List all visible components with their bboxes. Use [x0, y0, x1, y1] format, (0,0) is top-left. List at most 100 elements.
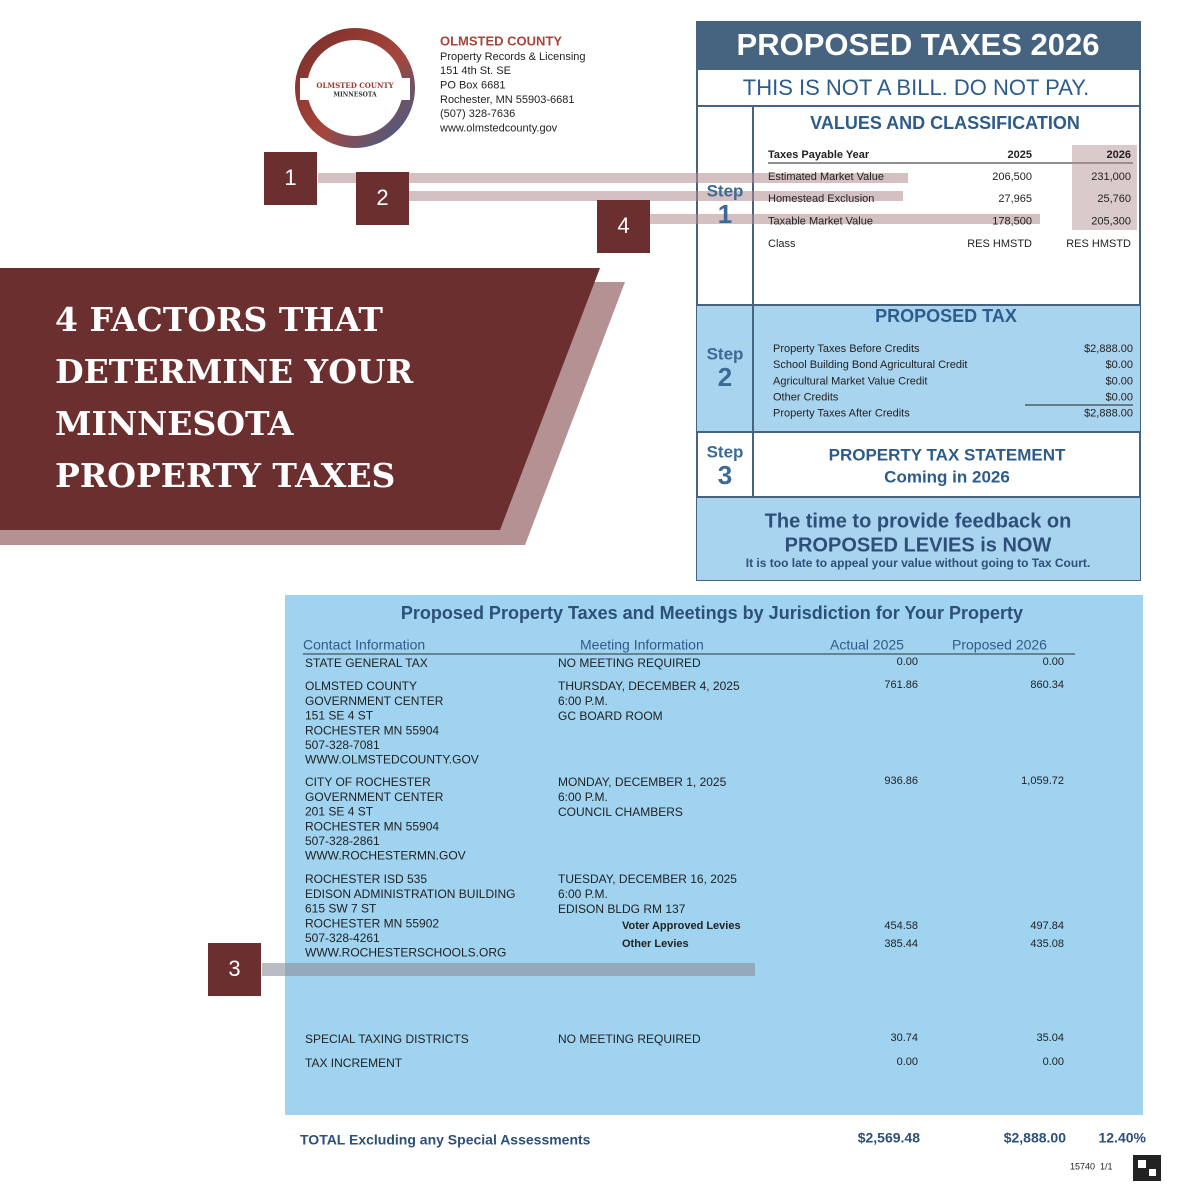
- actual-value: 761.86: [884, 679, 918, 691]
- contact-line: 507-328-4261: [305, 931, 380, 945]
- step-number: 1: [718, 199, 732, 229]
- cell-value: 205,300: [1091, 216, 1131, 228]
- highlight-2026: [1072, 145, 1137, 230]
- section-sub: Coming in 2026: [884, 467, 1010, 486]
- banner-line: MINNESOTA: [55, 404, 294, 443]
- notice-title: PROPOSED TAXES 2026: [737, 27, 1100, 62]
- footer: 15740 1/1: [1070, 1161, 1113, 1171]
- column-header: Meeting Information: [580, 637, 704, 653]
- total-actual: $2,569.48: [858, 1130, 920, 1146]
- meeting-line: GC BOARD ROOM: [558, 709, 663, 723]
- meeting-line: TUESDAY, DECEMBER 16, 2025: [558, 872, 737, 886]
- panel-title: Proposed Property Taxes and Meetings by …: [401, 603, 1023, 623]
- contact-line: SPECIAL TAXING DISTRICTS: [305, 1032, 469, 1046]
- cell-value: RES HMSTD: [967, 238, 1032, 250]
- meeting-line: NO MEETING REQUIRED: [558, 656, 701, 670]
- proposed-value: 0.00: [1043, 1056, 1064, 1068]
- cell-value: $2,888.00: [1084, 343, 1133, 355]
- marker-box: [208, 943, 261, 996]
- meeting-line: 6:00 P.M.: [558, 694, 608, 708]
- marker-number: 1: [284, 165, 296, 190]
- column-header: Contact Information: [303, 637, 425, 653]
- proposed-value: 1,059.72: [1021, 775, 1064, 787]
- contact-line: WWW.ROCHESTERSCHOOLS.ORG: [305, 946, 506, 960]
- meeting-line: MONDAY, DECEMBER 1, 2025: [558, 775, 727, 789]
- org-line: Property Records & Licensing: [440, 51, 586, 63]
- proposed-value: 435.08: [1030, 938, 1064, 950]
- row-label: Taxable Market Value: [768, 216, 873, 228]
- banner-line: PROPERTY TAXES: [55, 456, 395, 495]
- step-number: 3: [718, 460, 732, 490]
- notice-title-bar: [697, 22, 1140, 70]
- marker-number: 3: [228, 956, 240, 981]
- contact-line: 201 SE 4 ST: [305, 805, 374, 819]
- cell-value: 27,965: [998, 193, 1032, 205]
- cell-value: 231,000: [1091, 171, 1131, 183]
- meeting-line: COUNCIL CHAMBERS: [558, 805, 683, 819]
- cell-value: RES HMSTD: [1066, 238, 1131, 250]
- marker-box: [356, 172, 409, 225]
- meeting-line: EDISON BLDG RM 137: [558, 902, 686, 916]
- contact-line: WWW.OLMSTEDCOUNTY.GOV: [305, 753, 479, 767]
- row-label: School Building Bond Agricultural Credit: [773, 359, 967, 371]
- cell-value: $0.00: [1105, 392, 1133, 404]
- column-header: Taxes Payable Year: [768, 149, 870, 161]
- meeting-line: 6:00 P.M.: [558, 790, 608, 804]
- contact-line: EDISON ADMINISTRATION BUILDING: [305, 887, 515, 901]
- logo-text: MINNESOTA: [333, 92, 377, 99]
- proposed-value: 497.84: [1030, 920, 1064, 932]
- cell-value: 206,500: [992, 171, 1032, 183]
- contact-line: ROCHESTER MN 55904: [305, 819, 439, 833]
- row-label: Other Credits: [773, 392, 839, 404]
- step-label: Step: [707, 442, 744, 461]
- row-label: Property Taxes Before Credits: [773, 343, 920, 355]
- section-heading: PROPOSED TAX: [875, 306, 1017, 326]
- contact-line: 507-328-2861: [305, 834, 380, 848]
- column-header: 2025: [1008, 149, 1032, 161]
- org-line: Rochester, MN 55903-6681: [440, 94, 575, 106]
- step-number: 2: [718, 362, 732, 392]
- cell-value: $0.00: [1105, 375, 1133, 387]
- connector: [262, 963, 755, 976]
- org-line: www.olmstedcounty.gov: [439, 122, 558, 134]
- logo-text: OLMSTED COUNTY: [316, 81, 394, 90]
- contact-line: 151 SE 4 ST: [305, 709, 374, 723]
- notice-box: [696, 21, 1141, 581]
- section-heading: VALUES AND CLASSIFICATION: [810, 113, 1080, 133]
- total-change: 12.40%: [1099, 1130, 1147, 1146]
- row-label: Agricultural Market Value Credit: [773, 375, 927, 387]
- contact-line: 507-328-7081: [305, 738, 380, 752]
- levy-name: Other Levies: [622, 938, 689, 950]
- banner-line: 4 FACTORS THAT: [55, 300, 383, 339]
- proposed-value: 0.00: [1043, 656, 1064, 668]
- contact-line: 615 SW 7 ST: [305, 902, 377, 916]
- contact-line: STATE GENERAL TAX: [305, 656, 428, 670]
- banner: [0, 268, 600, 530]
- row-label: Property Taxes After Credits: [773, 408, 910, 420]
- cell-value: 178,500: [992, 216, 1032, 228]
- cell-value: $0.00: [1105, 359, 1133, 371]
- qr-code: [1133, 1155, 1161, 1181]
- marker-number: 2: [376, 185, 388, 210]
- actual-value: 936.86: [884, 775, 918, 787]
- contact-line: WWW.ROCHESTERMN.GOV: [305, 849, 466, 863]
- step-label: Step: [707, 181, 744, 200]
- feedback-line: The time to provide feedback on: [765, 510, 1072, 532]
- actual-value: 30.74: [890, 1032, 918, 1044]
- notice-subtitle: THIS IS NOT A BILL. DO NOT PAY.: [743, 75, 1089, 100]
- org-line: 151 4th St. SE: [440, 65, 511, 77]
- column-header: Proposed 2026: [952, 637, 1047, 653]
- org-line: PO Box 6681: [440, 80, 505, 92]
- meeting-line: THURSDAY, DECEMBER 4, 2025: [558, 679, 740, 693]
- contact-line: ROCHESTER MN 55904: [305, 723, 439, 737]
- marker-box: [264, 152, 317, 205]
- step2-bg: [697, 305, 1140, 432]
- marker-box: [597, 200, 650, 253]
- feedback-line: PROPOSED LEVIES is NOW: [785, 534, 1052, 556]
- actual-value: 454.58: [884, 920, 918, 932]
- connector: [408, 191, 903, 201]
- marker-number: 4: [617, 213, 629, 238]
- contact-line: TAX INCREMENT: [305, 1056, 403, 1070]
- banner-line: DETERMINE YOUR: [55, 352, 414, 391]
- row-label: Estimated Market Value: [768, 171, 884, 183]
